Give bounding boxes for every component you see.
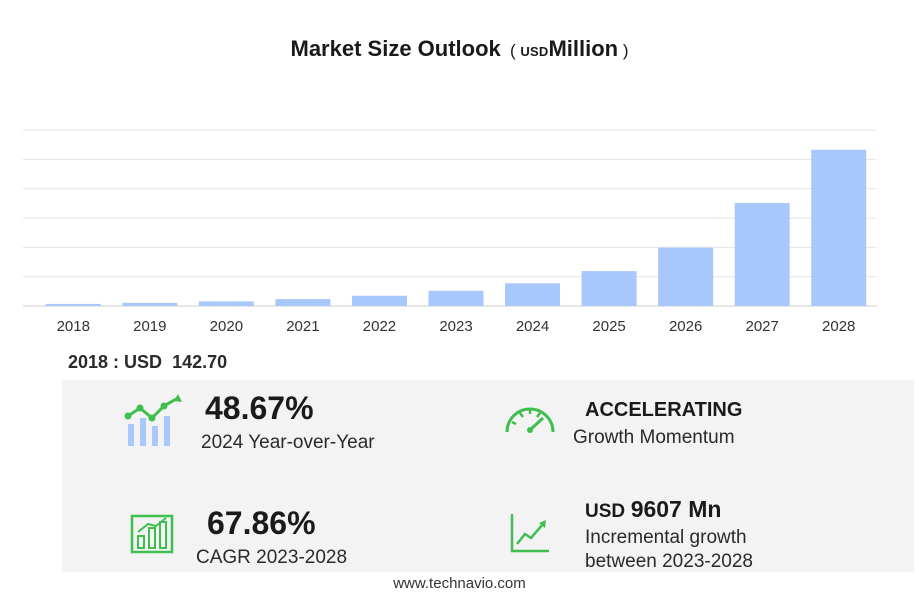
x-tick-label-2019: 2019 bbox=[133, 318, 166, 335]
speedometer-icon bbox=[505, 407, 555, 433]
x-tick-label-2024: 2024 bbox=[516, 318, 549, 335]
stats-panel bbox=[62, 380, 914, 572]
bar-2026 bbox=[658, 247, 714, 306]
x-tick-label-2025: 2025 bbox=[592, 318, 625, 335]
yoy-value: 48.67% bbox=[205, 390, 314, 426]
title-paren-close: ) bbox=[622, 41, 629, 60]
bar-2022 bbox=[351, 295, 407, 306]
momentum-value: ACCELERATING bbox=[585, 399, 743, 421]
bar-2028 bbox=[811, 149, 867, 306]
title-unit: ( USDMillion ) bbox=[505, 36, 629, 61]
incremental-label-2: between 2023-2028 bbox=[585, 551, 753, 572]
chart-title: Market Size Outlook ( USDMillion ) bbox=[0, 36, 919, 62]
incremental-value: USD 9607 Mn bbox=[585, 496, 721, 523]
bar-2020 bbox=[198, 301, 254, 306]
base-year-text: 2018 : USD bbox=[68, 352, 163, 372]
bar-2021 bbox=[275, 299, 331, 306]
bar-chart: 2018 2019 2020 2021 2022 2023 2024 2025 2026 2027… bbox=[23, 129, 877, 335]
incremental-amount: 9607 Mn bbox=[630, 496, 722, 522]
x-tick-label-2023: 2023 bbox=[439, 318, 472, 335]
title-unit-prefix: USD bbox=[520, 44, 549, 59]
incremental-label-1: Incremental growth bbox=[585, 527, 747, 548]
x-tick-label-2026: 2026 bbox=[669, 318, 702, 335]
trend-line-icon bbox=[510, 514, 549, 553]
bar-2018 bbox=[45, 303, 101, 306]
cagr-value: 67.86% bbox=[207, 505, 316, 541]
yoy-label: 2024 Year-over-Year bbox=[201, 432, 375, 453]
bar-chart-icon bbox=[130, 514, 174, 554]
incremental-prefix: USD bbox=[585, 501, 626, 522]
base-year-amount: 142.70 bbox=[172, 352, 228, 372]
title-paren-open: ( bbox=[509, 41, 516, 60]
x-tick-label-2028: 2028 bbox=[822, 318, 855, 335]
bar-2024 bbox=[505, 283, 561, 306]
bar-2019 bbox=[122, 302, 178, 306]
momentum-label: Growth Momentum bbox=[573, 427, 735, 448]
x-tick-label-2027: 2027 bbox=[745, 318, 778, 335]
footer-website: www.technavio.com bbox=[393, 575, 526, 592]
x-tick-label-2022: 2022 bbox=[363, 318, 396, 335]
bar-2025 bbox=[581, 271, 637, 306]
title-unit-label: Million bbox=[548, 36, 619, 61]
bar-2023 bbox=[428, 290, 484, 306]
x-tick-label-2020: 2020 bbox=[210, 318, 243, 335]
base-year-value: 2018 : USD 142.70 bbox=[68, 352, 227, 373]
x-tick-label-2018: 2018 bbox=[57, 318, 90, 335]
cagr-label: CAGR 2023-2028 bbox=[196, 547, 348, 568]
title-main: Market Size Outlook bbox=[290, 36, 501, 61]
bar-2027 bbox=[734, 203, 790, 306]
growth-bars-icon bbox=[124, 394, 182, 446]
x-tick-label-2021: 2021 bbox=[286, 318, 319, 335]
